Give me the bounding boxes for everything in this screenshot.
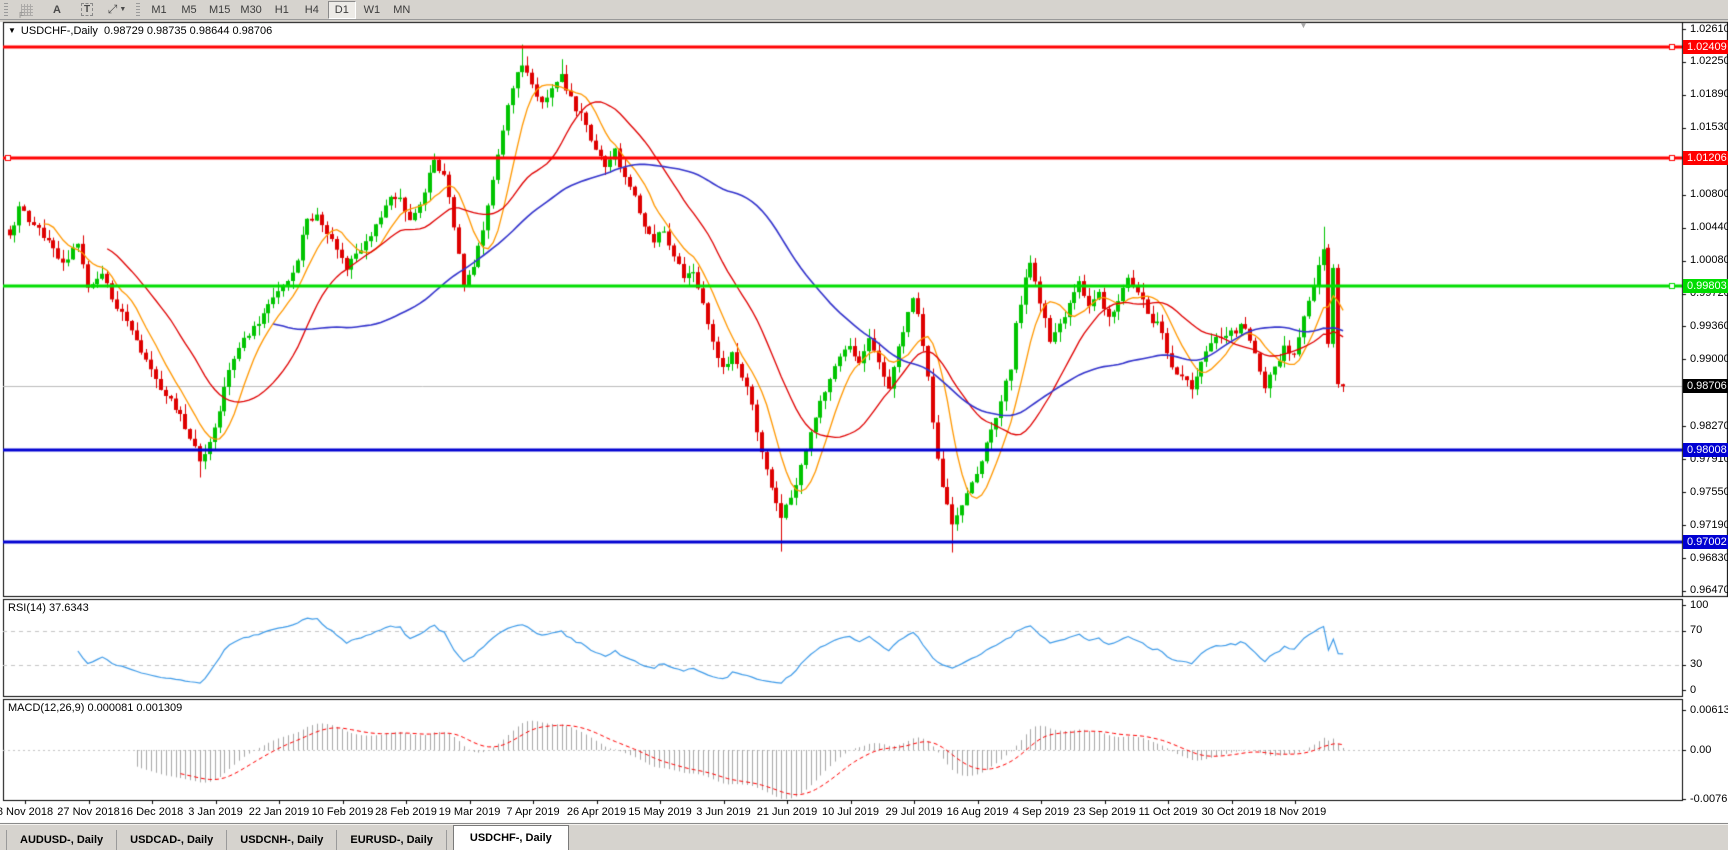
chart-dropdown-icon[interactable]: ▼ <box>8 26 16 35</box>
date-tick-label: 18 Nov 2019 <box>1263 806 1327 818</box>
chevron-down-icon: ▼ <box>119 6 127 13</box>
rsi-tick-label: 70 <box>1690 624 1703 636</box>
price-tick-label: 1.00800 <box>1690 188 1728 201</box>
date-tick-label: 7 Apr 2019 <box>506 806 560 818</box>
timeframe-button-w1[interactable]: W1 <box>363 3 381 16</box>
timeframe-button-h1[interactable]: H1 <box>274 3 289 16</box>
label-tool-icon: A <box>53 3 61 16</box>
level-price-badge: 0.98008 <box>1683 443 1728 458</box>
cursor-arrows-icon: ⤢ <box>107 2 118 16</box>
toolbar-grip[interactable] <box>136 2 140 17</box>
macd-tick-label: 0.00613 <box>1690 703 1728 716</box>
macd-label: MACD(12,26,9) 0.000081 0.001309 <box>8 702 183 714</box>
cursor-tool-button[interactable]: ⤢ ▼ <box>103 1 131 19</box>
level-price-badge: 0.99803 <box>1683 278 1728 293</box>
date-tick-label: 10 Jul 2019 <box>822 806 879 818</box>
date-tick-label: 15 May 2019 <box>628 806 692 818</box>
date-tick-label: 4 Sep 2019 <box>1012 806 1070 818</box>
macd-tick-label: -0.007612 <box>1690 792 1728 805</box>
date-tick-label: 27 Nov 2018 <box>57 806 120 818</box>
price-tick-label: 1.01530 <box>1690 121 1728 134</box>
date-tick-label: 11 Oct 2019 <box>1138 806 1198 818</box>
price-tick-label: 1.01890 <box>1690 88 1728 101</box>
text-tool-icon: T <box>80 3 94 16</box>
chart-tab-usdchf[interactable]: USDCHF-, Daily <box>452 825 569 850</box>
timeframe-button-m5[interactable]: M5 <box>181 3 197 16</box>
toolbar: F A T ⤢ ▼ M1 M5 M15 M30 H1 H4 D1 W1 MN <box>0 0 1728 20</box>
date-tick-label: 3 Jan 2019 <box>188 806 243 818</box>
price-tick-label: 0.99000 <box>1690 352 1728 365</box>
grid-snap-button[interactable]: F <box>13 1 41 20</box>
price-tick-label: 0.97550 <box>1690 485 1728 498</box>
date-tick-label: 26 Apr 2019 <box>566 806 627 818</box>
chart-ohlc-readout: 0.98729 0.98735 0.98644 0.98706 <box>104 25 273 37</box>
date-tick-label: 16 Dec 2018 <box>120 806 184 818</box>
level-price-badge: 0.97002 <box>1683 535 1728 550</box>
level-price-badge: 1.02409 <box>1683 40 1728 55</box>
label-tool-button[interactable]: A <box>43 1 71 19</box>
chart-tab-audusd[interactable]: AUDUSD-, Daily <box>6 830 118 850</box>
timeframe-button-h4[interactable]: H4 <box>304 3 319 16</box>
date-tick-label: 19 Mar 2019 <box>438 806 501 818</box>
macd-tick-label: 0.00 <box>1690 743 1712 756</box>
price-tick-label: 1.02610 <box>1690 22 1728 35</box>
rsi-tick-label: 30 <box>1690 658 1703 670</box>
price-tick-label: 1.00080 <box>1690 254 1728 267</box>
timeframe-button-mn[interactable]: MN <box>393 3 411 16</box>
date-tick-label: 3 Jun 2019 <box>696 806 751 818</box>
rsi-label: RSI(14) 37.6343 <box>8 602 89 614</box>
chart-symbol-label: USDCHF-,Daily <box>20 25 98 37</box>
price-tick-label: 1.02250 <box>1690 55 1728 68</box>
timeframe-group: M1 M5 M15 M30 H1 H4 D1 W1 MN <box>144 0 417 19</box>
price-tick-label: 0.96830 <box>1690 551 1728 564</box>
date-tick-label: 10 Feb 2019 <box>311 806 374 818</box>
timeframe-button-d1[interactable]: D1 <box>327 0 356 19</box>
level-price-badge: 1.01206 <box>1683 150 1728 165</box>
price-tick-label: 0.97190 <box>1690 518 1728 531</box>
date-tick-label: 8 Nov 2018 <box>0 806 54 818</box>
rsi-tick-label: 0 <box>1690 683 1697 696</box>
rsi-tick-label: 100 <box>1690 598 1709 611</box>
chart-tab-eurusd[interactable]: EURUSD-, Daily <box>337 830 447 850</box>
date-tick-label: 23 Sep 2019 <box>1073 806 1136 818</box>
price-tick-label: 1.00440 <box>1690 221 1728 234</box>
price-tick-label: 0.98270 <box>1690 419 1728 432</box>
date-tick-label: 30 Oct 2019 <box>1201 806 1262 818</box>
date-tick-label: 28 Feb 2019 <box>375 806 437 818</box>
grid-snap-icon: F <box>19 3 33 20</box>
chart-tab-usdcnh[interactable]: USDCNH-, Daily <box>227 830 338 850</box>
date-tick-label: 21 Jun 2019 <box>756 806 818 818</box>
chart-tab-bar: AUDUSD-, Daily USDCAD-, Daily USDCNH-, Dai… <box>0 823 1728 850</box>
price-tick-label: 0.99360 <box>1690 319 1728 332</box>
timeframe-button-m30[interactable]: M30 <box>240 3 262 16</box>
chart-shift-marker-icon[interactable]: ▼ <box>1299 20 1308 30</box>
chart-title: ▼ USDCHF-,Daily 0.98729 0.98735 0.98644 0… <box>8 25 272 37</box>
price-tick-label: 0.96470 <box>1690 584 1728 597</box>
timeframe-button-m1[interactable]: M1 <box>151 3 167 16</box>
chart-tab-usdcad[interactable]: USDCAD-, Daily <box>117 830 228 850</box>
date-tick-label: 22 Jan 2019 <box>248 806 310 818</box>
text-tool-button[interactable]: T <box>73 1 101 19</box>
current-price-badge: 0.98706 <box>1683 379 1728 394</box>
date-tick-label: 16 Aug 2019 <box>946 806 1009 818</box>
toolbar-grip[interactable] <box>4 2 8 17</box>
timeframe-button-m15[interactable]: M15 <box>209 3 231 16</box>
date-tick-label: 29 Jul 2019 <box>885 806 943 818</box>
